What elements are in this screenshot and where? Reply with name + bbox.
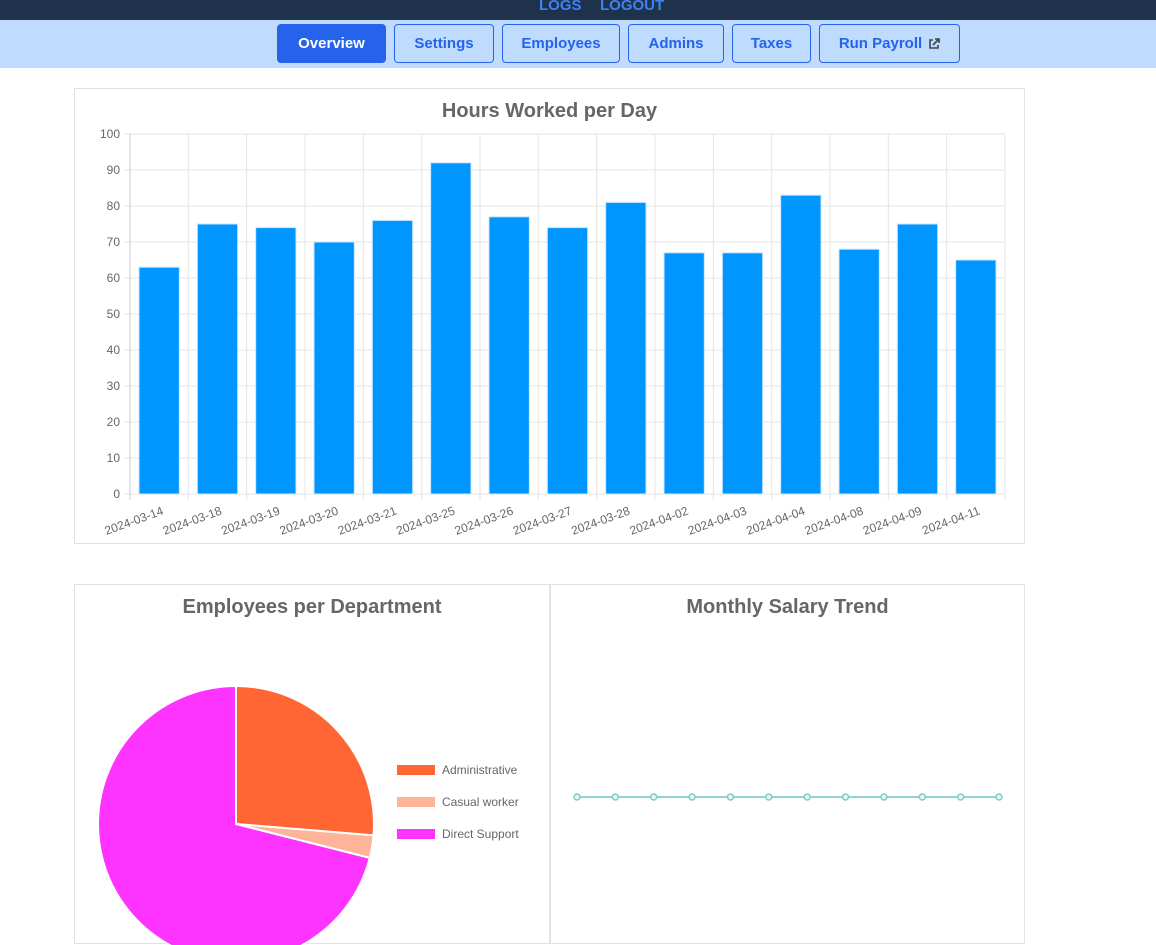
- data-point: [726, 793, 735, 801]
- line-chart: [573, 793, 1003, 801]
- data-point: [611, 793, 620, 801]
- tab-employees[interactable]: Employees: [502, 24, 620, 63]
- legend-label: Casual worker: [442, 795, 519, 809]
- bar: [838, 248, 880, 495]
- bar: [430, 162, 472, 495]
- bar: [663, 252, 705, 495]
- logout-link[interactable]: LOGOUT: [600, 0, 665, 14]
- tab-settings[interactable]: Settings: [394, 24, 494, 63]
- bar: [313, 241, 355, 495]
- data-point: [573, 793, 581, 801]
- pie-chart: Administrative Casual worker Direct Suppor…: [97, 684, 519, 945]
- tab-taxes[interactable]: Taxes: [732, 24, 811, 63]
- bar: [255, 227, 297, 495]
- data-point: [841, 793, 850, 801]
- salary-chart-card: Monthly Salary Trend: [550, 584, 1025, 944]
- tab-overview[interactable]: Overview: [277, 24, 386, 63]
- y-tick-label: 90: [107, 163, 121, 177]
- data-point: [880, 793, 888, 801]
- x-tick-label: 2024-04-03: [686, 504, 749, 538]
- x-tick-label: 2024-03-18: [161, 504, 224, 538]
- x-tick-label: 2024-03-26: [453, 504, 516, 538]
- x-tick-label: 2024-04-04: [744, 504, 807, 538]
- tab-label: Employees: [521, 35, 601, 52]
- bar: [371, 219, 414, 495]
- chart-title: Employees per Department: [182, 596, 442, 618]
- legend-label: Direct Support: [442, 827, 519, 841]
- y-tick-label: 100: [100, 127, 120, 141]
- nav-bar: Overview Settings Employees Admins Taxes…: [0, 20, 1156, 68]
- x-tick-label: 2024-03-25: [394, 504, 457, 538]
- x-tick-label: 2024-03-27: [511, 504, 574, 538]
- data-point: [918, 793, 927, 801]
- chart-title: Hours Worked per Day: [441, 100, 658, 122]
- bar-chart: 01020304050607080901002024-03-142024-03-…: [100, 127, 1006, 538]
- y-tick-label: 60: [107, 271, 121, 285]
- tab-label: Admins: [648, 35, 704, 52]
- bar: [896, 223, 939, 495]
- legend-label: Administrative: [442, 763, 518, 777]
- x-tick-label: 2024-04-02: [628, 504, 691, 538]
- y-tick-label: 40: [107, 343, 121, 357]
- data-point: [649, 793, 658, 801]
- y-tick-label: 80: [107, 199, 121, 213]
- y-tick-label: 20: [107, 415, 121, 429]
- bar: [196, 223, 239, 495]
- bar: [546, 227, 589, 495]
- x-tick-label: 2024-04-11: [920, 504, 982, 538]
- data-point: [956, 793, 965, 801]
- top-bar: LOGS LOGOUT: [0, 0, 1156, 20]
- tab-admins[interactable]: Admins: [628, 24, 724, 63]
- external-link-icon: [929, 37, 940, 49]
- y-tick-label: 50: [107, 307, 121, 321]
- x-tick-label: 2024-04-08: [803, 504, 866, 538]
- data-point: [765, 793, 773, 801]
- x-tick-label: 2024-04-09: [861, 504, 924, 538]
- tab-label: Overview: [298, 35, 365, 52]
- bar: [138, 266, 180, 495]
- data-point: [803, 793, 811, 801]
- logs-link[interactable]: LOGS: [539, 0, 582, 14]
- tab-label: Run Payroll: [838, 35, 923, 52]
- legend-swatch: [397, 765, 435, 775]
- pie-slice: [235, 684, 375, 837]
- legend-swatch: [397, 797, 435, 807]
- y-tick-label: 0: [113, 487, 120, 501]
- y-tick-label: 70: [107, 235, 121, 249]
- bar: [488, 216, 530, 495]
- x-tick-label: 2024-03-19: [219, 504, 282, 538]
- data-point: [688, 793, 696, 801]
- legend-swatch: [397, 829, 435, 839]
- x-tick-label: 2024-03-20: [278, 504, 341, 538]
- bar: [605, 201, 647, 495]
- tab-label: Settings: [414, 35, 474, 52]
- x-tick-label: 2024-03-14: [103, 504, 166, 538]
- x-tick-label: 2024-03-28: [569, 504, 632, 538]
- y-tick-label: 10: [107, 451, 121, 465]
- hours-chart-card: Hours Worked per Day 0 10 20 30 40 50 60 70 80 90…: [74, 88, 1025, 544]
- bar: [721, 252, 764, 495]
- data-point: [995, 793, 1003, 801]
- bar: [955, 259, 997, 495]
- tab-label: Taxes: [750, 35, 793, 52]
- tab-run-payroll[interactable]: Run Payroll: [819, 24, 960, 63]
- y-tick-label: 30: [107, 379, 121, 393]
- bar: [780, 194, 822, 495]
- department-chart-card: Employees per Department Administrative C…: [74, 584, 550, 945]
- x-tick-label: 2024-03-21: [336, 504, 399, 538]
- chart-title: Monthly Salary Trend: [686, 596, 889, 618]
